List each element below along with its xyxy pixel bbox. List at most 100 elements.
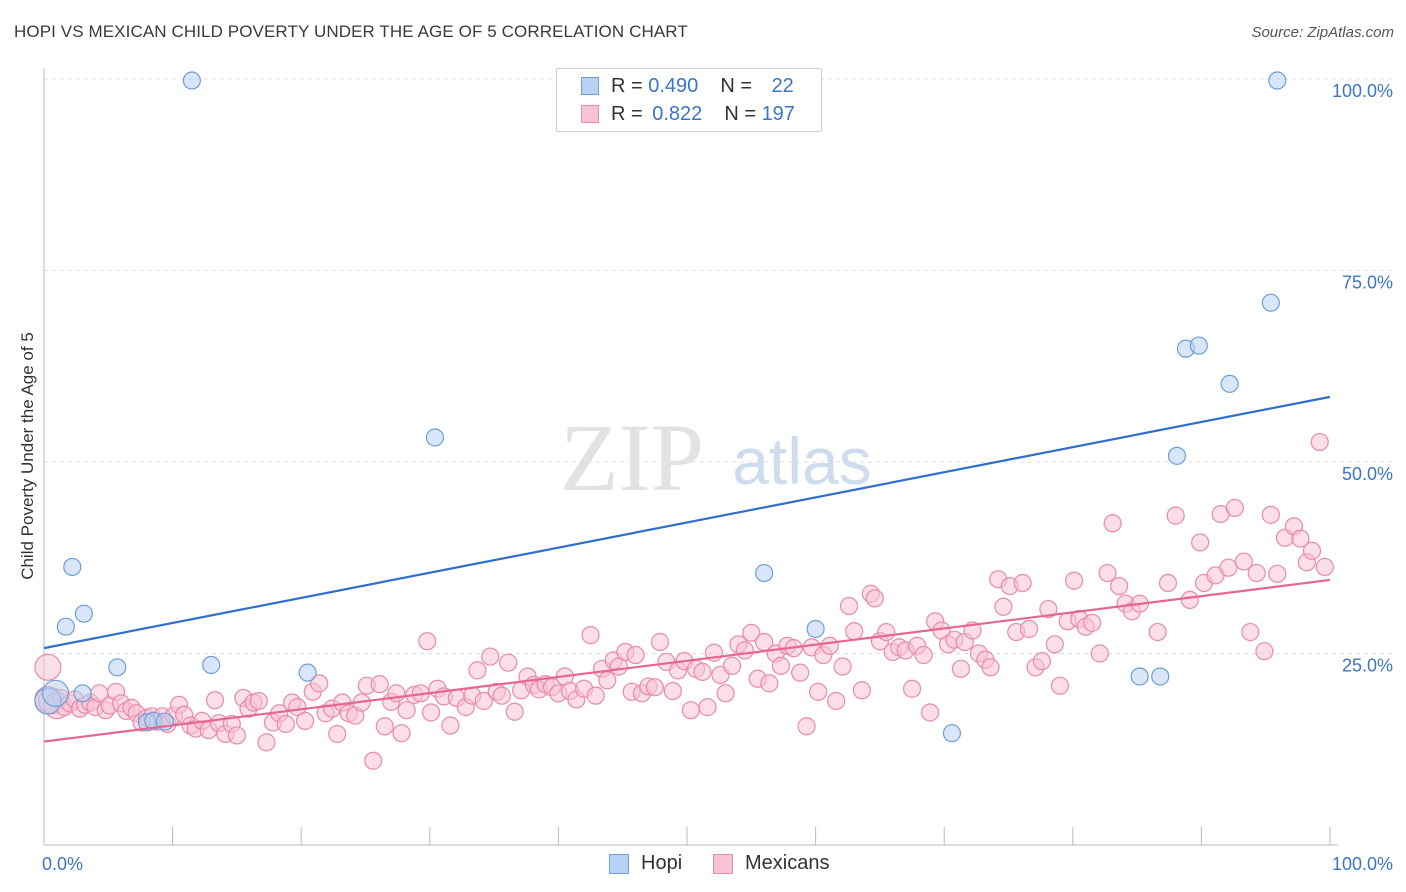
legend-mexicans-label: Mexicans	[745, 852, 830, 874]
mexicans-point	[914, 645, 933, 665]
correlation-legend: R = 0.490 N = 22 R = 0.822 N = 197	[556, 68, 822, 132]
mexicans-point	[310, 674, 329, 693]
mexicans-point	[902, 679, 922, 698]
mexicans-point	[1234, 552, 1253, 571]
mexicans-point	[375, 717, 394, 736]
legend-mex-n-value: 197	[761, 103, 795, 125]
mexicans-point	[492, 686, 511, 705]
mexicans-point	[698, 698, 717, 717]
y-tick-label-100: 100.0%	[1332, 81, 1393, 101]
hopi-point	[1130, 667, 1149, 686]
mexicans-point	[499, 653, 518, 672]
mexicans-point	[205, 691, 225, 710]
source-label: Source: ZipAtlas.com	[1251, 24, 1394, 41]
watermark-zip: ZIP	[560, 404, 704, 511]
hopi-point	[425, 428, 445, 447]
mexicans-point	[1255, 642, 1274, 661]
mexicans-point	[257, 733, 276, 752]
mexicans-point	[387, 684, 406, 703]
mexicans-point	[1315, 557, 1334, 577]
legend-hopi-label: Hopi	[641, 852, 683, 874]
mexicans-point	[742, 623, 761, 642]
series-legend: Hopi Mexicans	[0, 852, 1406, 878]
tick-labels: 25.0% 50.0% 75.0% 100.0% 0.0% 100.0%	[42, 81, 1393, 874]
mexicans-point	[586, 686, 605, 705]
gridlines	[44, 78, 1394, 654]
hopi-point	[1189, 336, 1208, 355]
mexicans-point	[1064, 571, 1084, 590]
mexicans-point	[1148, 622, 1167, 642]
mexicans-point	[722, 656, 742, 675]
hopi-point	[63, 557, 82, 577]
mexicans-point	[34, 653, 62, 681]
mexicans-point	[598, 671, 617, 690]
mexicans-point	[392, 724, 411, 743]
chart-title: HOPI VS MEXICAN CHILD POVERTY UNDER THE …	[14, 22, 688, 41]
hopi-point	[73, 684, 92, 703]
mexicans-point	[581, 626, 600, 645]
mexicans-point	[650, 632, 670, 652]
mexicans-point	[1180, 590, 1199, 609]
legend-hopi-n-value: 22	[771, 75, 794, 97]
mexicans-point	[1219, 558, 1238, 577]
mexicans-point	[645, 678, 664, 697]
hopi-point	[1268, 71, 1287, 90]
legend-hopi-r-label: R =	[611, 75, 649, 97]
mexicans-swatch	[581, 105, 599, 123]
hopi-legend-swatch	[609, 854, 629, 874]
mexicans-point	[1291, 529, 1310, 548]
mexicans-point	[1261, 505, 1280, 524]
mexicans-point	[1013, 573, 1032, 593]
mexicans-point	[865, 589, 884, 608]
hopi-point	[1220, 374, 1239, 393]
mexicans-trend-line	[43, 578, 1331, 743]
mexicans-point	[1039, 599, 1058, 619]
mexicans-point	[693, 662, 712, 681]
legend-mex-n-label: N =	[724, 103, 762, 125]
mexicans-point	[920, 703, 940, 722]
mexicans-point	[771, 656, 790, 675]
mexicans-point	[370, 675, 389, 694]
mexicans-point	[1268, 564, 1287, 583]
axes	[43, 68, 1338, 846]
mexicans-point	[716, 684, 735, 703]
mexicans-point	[735, 641, 754, 660]
mexicans-point	[249, 691, 268, 711]
mexicans-point	[839, 596, 859, 616]
hopi-points	[34, 71, 1287, 743]
mexicans-point	[791, 663, 810, 682]
mexicans-point	[328, 724, 347, 744]
mexicans-point	[1166, 506, 1185, 525]
hopi-point	[806, 619, 825, 639]
mexicans-point	[663, 681, 682, 701]
y-tick-label-75: 75.0%	[1342, 273, 1393, 293]
mexicans-point	[827, 691, 846, 711]
mexicans-point	[1310, 432, 1329, 452]
mexicans-point	[364, 751, 383, 770]
x-tick-label-0: 0.0%	[42, 854, 83, 874]
watermark-atlas: atlas	[732, 424, 871, 498]
mexicans-point	[1158, 573, 1178, 593]
legend-mex-r-label: R =	[611, 103, 649, 125]
hopi-point	[202, 655, 221, 675]
mexicans-point	[227, 726, 246, 745]
mexicans-point	[1050, 676, 1070, 695]
mexicans-point	[833, 657, 852, 676]
hopi-point	[1151, 667, 1170, 686]
mexicans-point	[505, 702, 524, 721]
hopi-point	[942, 724, 962, 743]
mexicans-points	[34, 432, 1334, 770]
mexicans-point	[845, 622, 864, 641]
hopi-point	[182, 71, 201, 90]
mexicans-point	[981, 658, 1000, 677]
hopi-trend-line	[43, 395, 1331, 650]
mexicans-point	[474, 691, 493, 711]
hopi-point	[41, 679, 70, 707]
y-tick-label-25: 25.0%	[1342, 656, 1393, 676]
hopi-point	[56, 617, 75, 636]
mexicans-point	[1045, 635, 1064, 654]
mexicans-point	[626, 645, 645, 665]
mexicans-point	[1019, 619, 1039, 639]
mexicans-point	[951, 659, 971, 678]
